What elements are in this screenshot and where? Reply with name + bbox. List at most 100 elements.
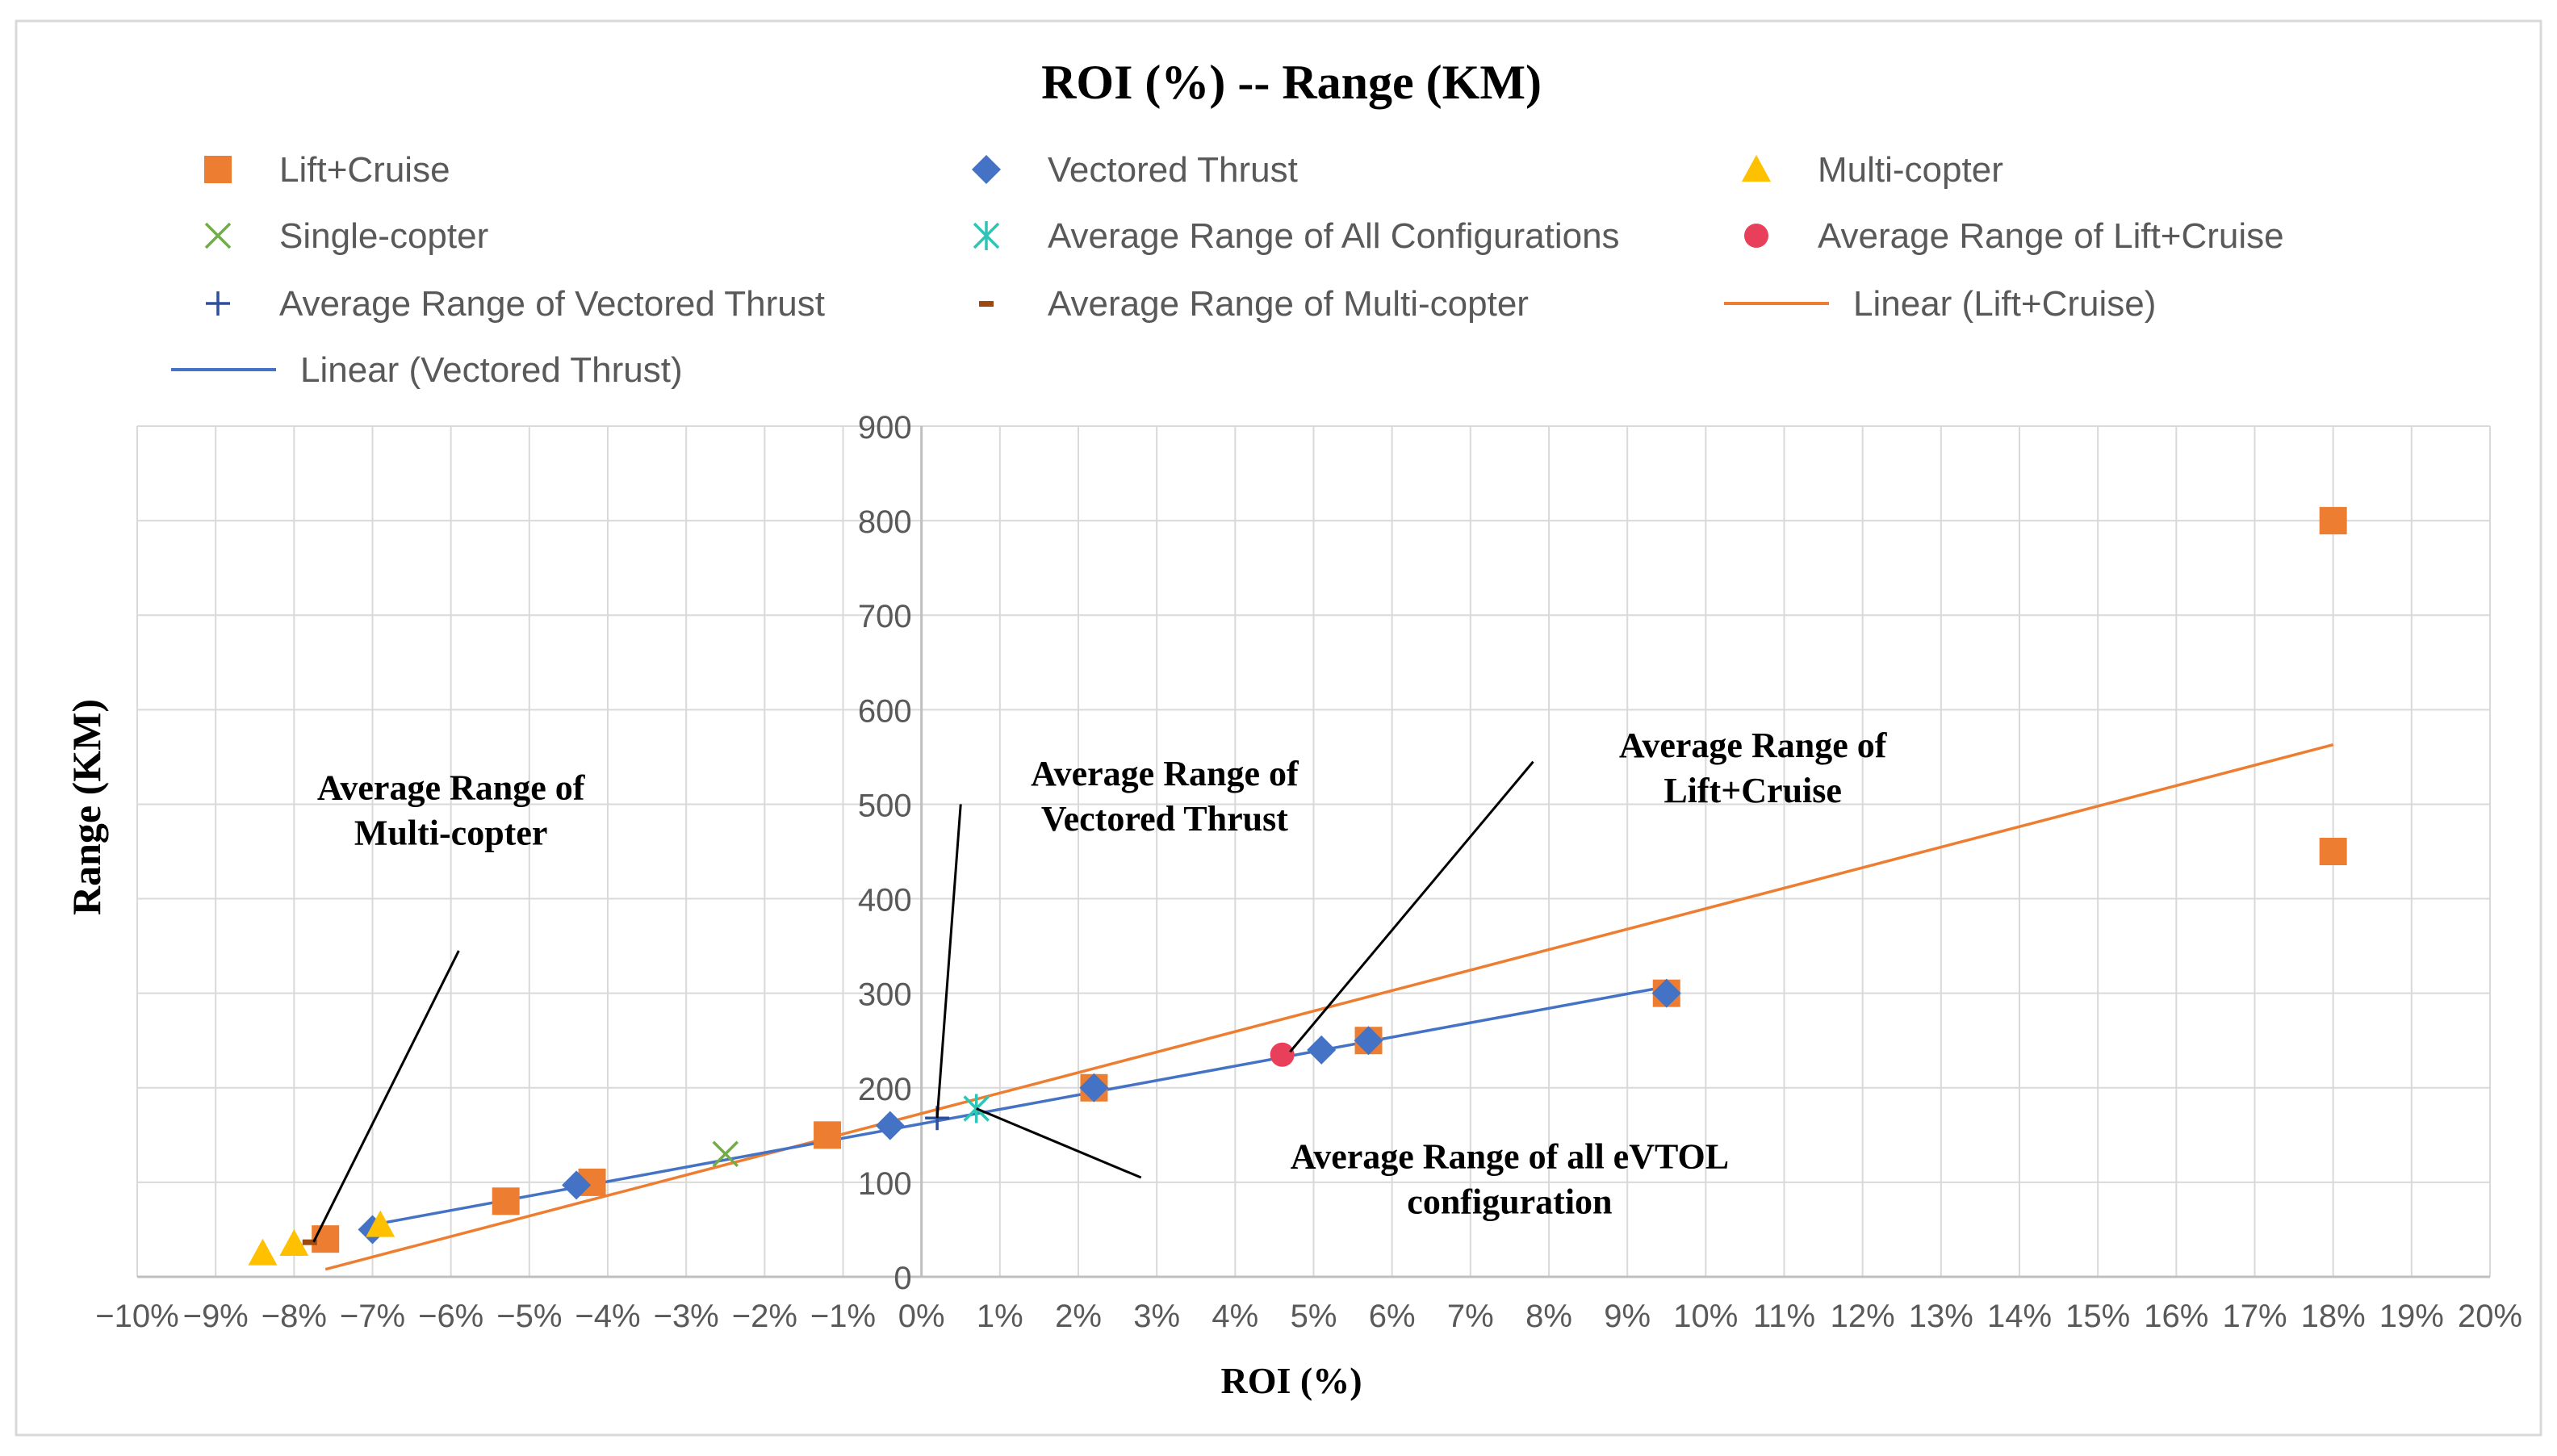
legend-marker-plus bbox=[206, 291, 230, 316]
data-point-diamond bbox=[562, 1170, 592, 1200]
chart-frame bbox=[15, 19, 2542, 1437]
x-tick-label: 18% bbox=[2301, 1299, 2366, 1334]
data-point-diamond bbox=[1651, 978, 1681, 1008]
y-axis-title: Range (KM) bbox=[64, 699, 109, 915]
y-tick-label: 600 bbox=[858, 693, 912, 729]
x-tick-label: −7% bbox=[340, 1299, 405, 1334]
annotation-text: configuration bbox=[1407, 1182, 1612, 1221]
y-tick-label: 800 bbox=[858, 504, 912, 540]
y-tick-label: 100 bbox=[858, 1166, 912, 1202]
legend-label: Linear (Lift+Cruise) bbox=[1853, 284, 2156, 324]
trendline bbox=[324, 743, 2334, 1271]
legend-marker-dash bbox=[979, 301, 994, 307]
data-point-square bbox=[2319, 838, 2347, 865]
data-point-square bbox=[2319, 507, 2347, 535]
legend-label: Multi-copter bbox=[1818, 150, 2003, 190]
annotation-text: Average Range of all eVTOL bbox=[1291, 1136, 1729, 1176]
x-tick-label: 4% bbox=[1212, 1299, 1258, 1334]
legend-label: Linear (Vectored Thrust) bbox=[300, 350, 683, 390]
x-tick-label: −1% bbox=[810, 1299, 876, 1334]
data-point-triangle bbox=[248, 1238, 278, 1266]
x-tick-label: 3% bbox=[1133, 1299, 1180, 1334]
legend-entry: Average Range of Multi-copter bbox=[979, 284, 1529, 324]
data-point-dash bbox=[302, 1239, 317, 1245]
annotation-leader bbox=[312, 950, 460, 1243]
data-point-square bbox=[814, 1121, 842, 1149]
x-tick-label: 2% bbox=[1055, 1299, 1102, 1334]
x-tick-label: 13% bbox=[1909, 1299, 1973, 1334]
x-tick-label: 8% bbox=[1525, 1299, 1572, 1334]
annotation-text: Multi-copter bbox=[354, 814, 547, 853]
legend-entry: Linear (Vectored Thrust) bbox=[171, 350, 683, 390]
chart-title: ROI (%) -- Range (KM) bbox=[1041, 56, 1542, 109]
x-tick-label: 17% bbox=[2222, 1299, 2287, 1334]
legend-marker-square bbox=[204, 156, 232, 183]
annotation-text: Average Range of bbox=[317, 768, 586, 808]
x-axis-title: ROI (%) bbox=[1220, 1360, 1362, 1401]
annotation-text: Average Range of bbox=[1031, 754, 1299, 793]
data-point-asterisk bbox=[963, 1094, 990, 1123]
x-tick-label: 12% bbox=[1831, 1299, 1895, 1334]
annotation-leader bbox=[935, 804, 962, 1119]
legend-label: Lift+Cruise bbox=[279, 150, 450, 190]
annotations: Average Range of Multi-copter Average Rang… bbox=[312, 726, 1888, 1243]
annotation-leader bbox=[976, 1107, 1142, 1179]
annotation-text: Vectored Thrust bbox=[1041, 799, 1288, 839]
x-tick-label: −3% bbox=[654, 1299, 719, 1334]
x-tick-label: −2% bbox=[732, 1299, 797, 1334]
legend-label: Average Range of Multi-copter bbox=[1048, 284, 1529, 324]
x-tick-label: 15% bbox=[2065, 1299, 2130, 1334]
x-tick-label: 10% bbox=[1673, 1299, 1738, 1334]
annotation-text: Average Range of bbox=[1619, 726, 1888, 765]
x-tick-label: −5% bbox=[496, 1299, 562, 1334]
data-point-circle bbox=[1270, 1042, 1295, 1067]
legend-entry: Linear (Lift+Cruise) bbox=[1724, 284, 2156, 324]
x-tick-label: 0% bbox=[898, 1299, 945, 1334]
grid bbox=[136, 425, 2491, 1278]
x-tick-label: 5% bbox=[1291, 1299, 1337, 1334]
x-tick-label: 19% bbox=[2379, 1299, 2444, 1334]
data-point-x bbox=[712, 1140, 739, 1167]
legend: Lift+Cruise Vectored Thrust Multi-copter Si… bbox=[171, 150, 2284, 390]
legend-entry: Single-copter bbox=[204, 216, 488, 256]
data-point-diamond bbox=[1079, 1073, 1109, 1102]
x-tick-label: 11% bbox=[1753, 1299, 1815, 1334]
axis-tick-labels: −10% −9% −8% −7% −6% −5% −4% −3% −2% −1% 0% 1% 2% 3% 4… bbox=[95, 410, 2522, 1334]
x-tick-label: 7% bbox=[1447, 1299, 1494, 1334]
annotation-text: Lift+Cruise bbox=[1664, 771, 1842, 810]
y-tick-label: 0 bbox=[893, 1261, 911, 1296]
data-point-triangle bbox=[279, 1229, 309, 1257]
legend-marker-circle bbox=[1744, 224, 1768, 248]
x-tick-label: −6% bbox=[418, 1299, 483, 1334]
legend-entry: Vectored Thrust bbox=[972, 150, 1298, 190]
y-tick-label: 500 bbox=[858, 788, 912, 823]
legend-marker-x bbox=[204, 222, 232, 249]
legend-label: Single-copter bbox=[279, 216, 488, 256]
y-tick-label: 200 bbox=[858, 1072, 912, 1107]
legend-entry: Average Range of Vectored Thrust bbox=[206, 284, 825, 324]
x-tick-label: 9% bbox=[1604, 1299, 1651, 1334]
data-point-diamond bbox=[1307, 1035, 1337, 1065]
x-tick-label: 20% bbox=[2458, 1299, 2522, 1334]
data-point-square bbox=[492, 1187, 520, 1215]
data-point-diamond bbox=[1354, 1026, 1383, 1056]
legend-label: Vectored Thrust bbox=[1048, 150, 1298, 190]
legend-entry: Average Range of All Configurations bbox=[973, 216, 1620, 256]
legend-entry: Multi-copter bbox=[1742, 150, 2003, 190]
legend-label: Average Range of Lift+Cruise bbox=[1818, 216, 2284, 256]
x-tick-label: −9% bbox=[183, 1299, 249, 1334]
x-tick-label: 6% bbox=[1369, 1299, 1416, 1334]
x-tick-label: −4% bbox=[575, 1299, 640, 1334]
data-point-triangle bbox=[366, 1210, 395, 1237]
legend-entry: Average Range of Lift+Cruise bbox=[1744, 216, 2284, 256]
annotation-leader bbox=[1289, 760, 1534, 1053]
x-tick-label: 16% bbox=[2144, 1299, 2208, 1334]
y-tick-label: 900 bbox=[858, 410, 912, 446]
legend-marker-diamond bbox=[972, 155, 1001, 184]
legend-label: Average Range of Vectored Thrust bbox=[279, 284, 825, 324]
x-tick-label: −8% bbox=[262, 1299, 327, 1334]
y-tick-label: 400 bbox=[858, 883, 912, 918]
y-tick-label: 300 bbox=[858, 977, 912, 1013]
legend-marker-asterisk bbox=[973, 221, 1000, 250]
